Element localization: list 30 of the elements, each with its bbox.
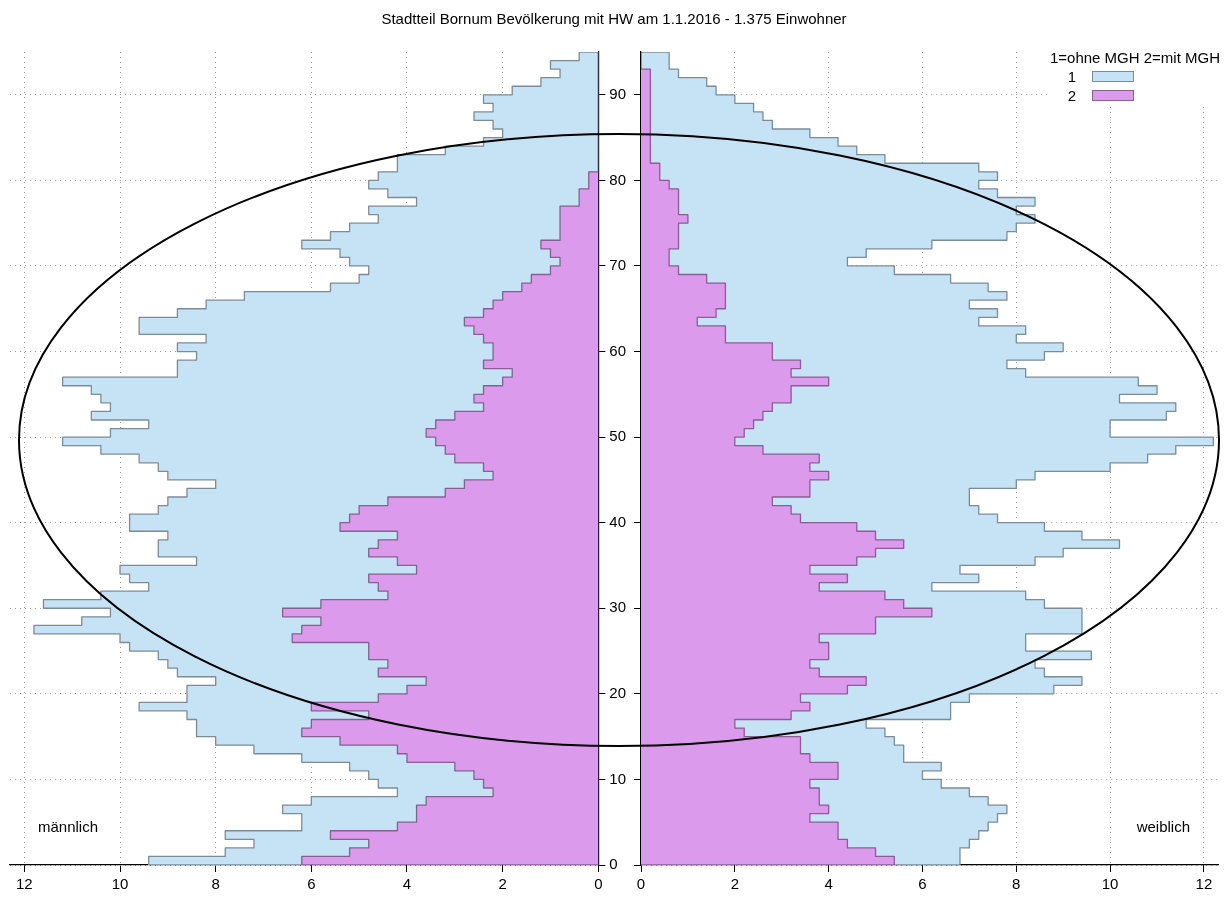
- legend-title: 1=ohne MGH 2=mit MGH: [1049, 48, 1220, 67]
- y-tick-label: 30: [609, 598, 626, 616]
- x-tick-label: 4: [402, 875, 412, 893]
- x-tick-label: 2: [498, 875, 507, 893]
- x-tick-label: 0: [594, 875, 603, 893]
- y-tick-label: 60: [609, 341, 626, 359]
- annotation: männlich: [38, 817, 99, 835]
- x-tick-label: 6: [307, 875, 316, 893]
- y-tick-label: 90: [609, 84, 626, 102]
- x-tick-label: 2: [730, 875, 739, 893]
- y-tick-label: 80: [609, 170, 626, 188]
- chart-title: Stadtteil Bornum Bevölkerung mit HW am 1.1.2016 - 1.375 Einwohner: [380, 9, 848, 29]
- legend-label: 2: [1066, 86, 1078, 105]
- y-tick-label: 40: [609, 512, 626, 530]
- x-tick-label: 10: [111, 875, 129, 893]
- y-tick-label: 0: [609, 855, 618, 873]
- x-tick-label: 12: [1195, 875, 1213, 893]
- y-tick-label: 20: [609, 683, 626, 701]
- x-tick-label: 6: [918, 875, 927, 893]
- x-tick-label: 0: [636, 875, 646, 893]
- y-tick-label: 10: [609, 769, 626, 787]
- annotation: weiblich: [1135, 817, 1190, 835]
- x-tick-label: 4: [824, 875, 833, 893]
- y-tick-label: 50: [609, 427, 626, 445]
- x-tick-label: 8: [211, 875, 220, 893]
- x-tick-label: 10: [1101, 875, 1119, 893]
- y-tick-label: 70: [609, 256, 626, 274]
- x-tick-label: 8: [1012, 875, 1021, 893]
- legend-label: 1: [1066, 67, 1078, 86]
- x-tick-label: 12: [16, 875, 33, 893]
